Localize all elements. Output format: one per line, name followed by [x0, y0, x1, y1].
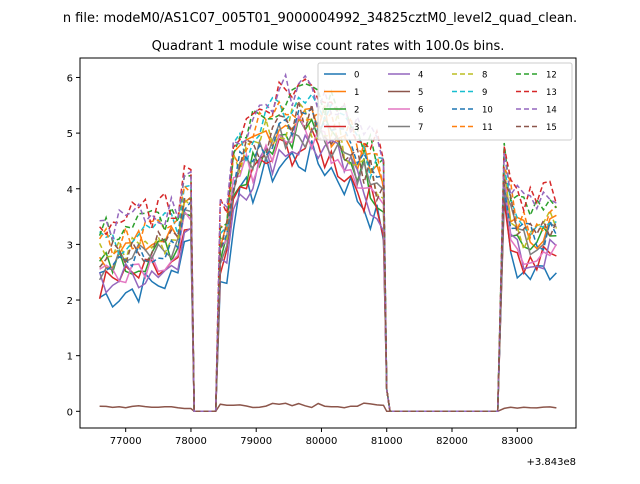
- legend-label: 12: [546, 71, 557, 81]
- x-offset-label: +3.843e8: [526, 457, 576, 468]
- y-tick-label: 0: [67, 407, 73, 418]
- x-tick-label: 77000: [110, 436, 142, 447]
- x-tick-label: 83000: [501, 436, 533, 447]
- series-line-11: [98, 100, 557, 413]
- x-tick-label: 79000: [240, 436, 272, 447]
- legend-label: 3: [354, 123, 359, 133]
- plot-frame: [79, 57, 577, 429]
- legend-label: 8: [482, 71, 487, 81]
- series-line-0: [99, 140, 557, 413]
- series-line-12: [98, 82, 557, 413]
- legend-label: 5: [418, 88, 423, 98]
- legend-label: 13: [546, 88, 557, 98]
- legend-label: 11: [482, 123, 493, 133]
- series-line-10: [99, 107, 558, 413]
- legend-label: 0: [354, 71, 359, 81]
- legend-label: 4: [418, 71, 423, 81]
- series-line-15: [99, 101, 558, 413]
- chart-title: Quadrant 1 module wise count rates with …: [152, 39, 505, 54]
- legend-label: 14: [546, 106, 557, 116]
- y-axis: 0 1 2 3 4 5 6: [67, 73, 80, 418]
- series-line-5: [99, 402, 557, 413]
- x-tick-label: 81000: [371, 436, 403, 447]
- legend-label: 9: [482, 88, 487, 98]
- y-tick-label: 6: [67, 73, 73, 84]
- y-tick-label: 3: [67, 240, 73, 251]
- legend-label: 10: [482, 106, 493, 116]
- legend-label: 15: [546, 123, 557, 133]
- y-tick-label: 2: [67, 296, 73, 307]
- legend-label: 6: [418, 106, 423, 116]
- legend-box: [317, 62, 573, 141]
- y-tick-label: 5: [67, 129, 73, 140]
- series-line-4: [98, 133, 557, 413]
- x-tick-label: 80000: [306, 436, 338, 447]
- y-tick-label: 4: [67, 185, 73, 196]
- x-tick-label: 82000: [436, 436, 468, 447]
- series-line-14: [99, 72, 557, 413]
- series-line-1: [98, 105, 557, 413]
- plot-lines: [98, 72, 558, 413]
- legend-label: 1: [354, 88, 359, 98]
- chart-suptitle: n file: modeM0/AS1C07_005T01_9000004992_…: [63, 11, 577, 26]
- series-line-9: [99, 92, 557, 413]
- legend-label: 7: [418, 123, 423, 133]
- legend-label: 2: [354, 106, 359, 116]
- y-tick-label: 1: [67, 352, 73, 363]
- x-axis: 77000 78000 79000 80000 81000 82000 83000: [110, 428, 533, 447]
- x-tick-label: 78000: [175, 436, 207, 447]
